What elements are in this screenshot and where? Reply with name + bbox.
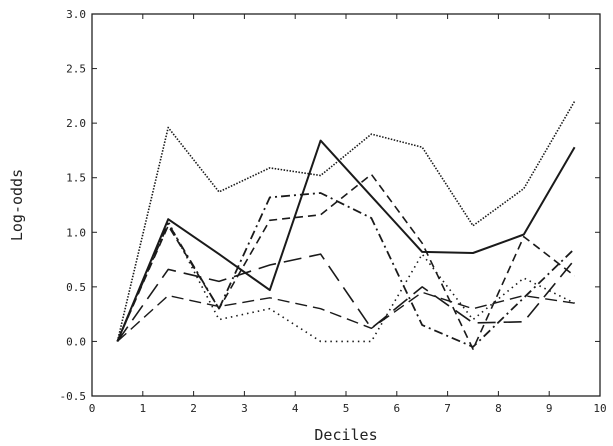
x-tick-label: 4 [292, 402, 299, 415]
x-tick-label: 1 [139, 402, 146, 415]
y-tick-label: 0.0 [66, 335, 86, 348]
x-tick-label: 6 [393, 402, 400, 415]
x-tick-label: 9 [546, 402, 553, 415]
plot-frame [91, 13, 601, 397]
x-tick-label: 7 [444, 402, 451, 415]
y-tick-label: 2.0 [66, 117, 86, 130]
x-tick-label: 3 [241, 402, 248, 415]
x-tick-label: 2 [190, 402, 197, 415]
y-tick-label: 0.5 [66, 281, 86, 294]
y-axis-label: Log-odds [8, 169, 26, 241]
x-tick-label: 0 [89, 402, 96, 415]
y-tick-label: 1.0 [66, 226, 86, 239]
series-layer [116, 100, 576, 350]
series-line-5 [116, 253, 576, 342]
y-tick-label: 1.5 [66, 172, 86, 185]
series-line-1 [116, 100, 576, 342]
series-line-6 [116, 291, 575, 342]
x-tick-label: 8 [495, 402, 502, 415]
axis-ticks: 0 1 2 3 4 5 6 7 8 9 10 -0.5 0.0 0.5 1.0 1.5 2.0 2.5 3.0 [60, 8, 607, 415]
series-line-3 [116, 192, 576, 348]
x-tick-label: 5 [343, 402, 350, 415]
y-tick-label: 2.5 [66, 63, 86, 76]
series-line-7 [116, 220, 575, 343]
y-tick-label: 3.0 [66, 8, 86, 21]
x-tick-label: 10 [593, 402, 606, 415]
x-axis-label: Deciles [314, 426, 377, 444]
series-line-4 [116, 173, 576, 350]
y-tick-label: -0.5 [60, 390, 87, 403]
series-line-2 [116, 139, 576, 342]
